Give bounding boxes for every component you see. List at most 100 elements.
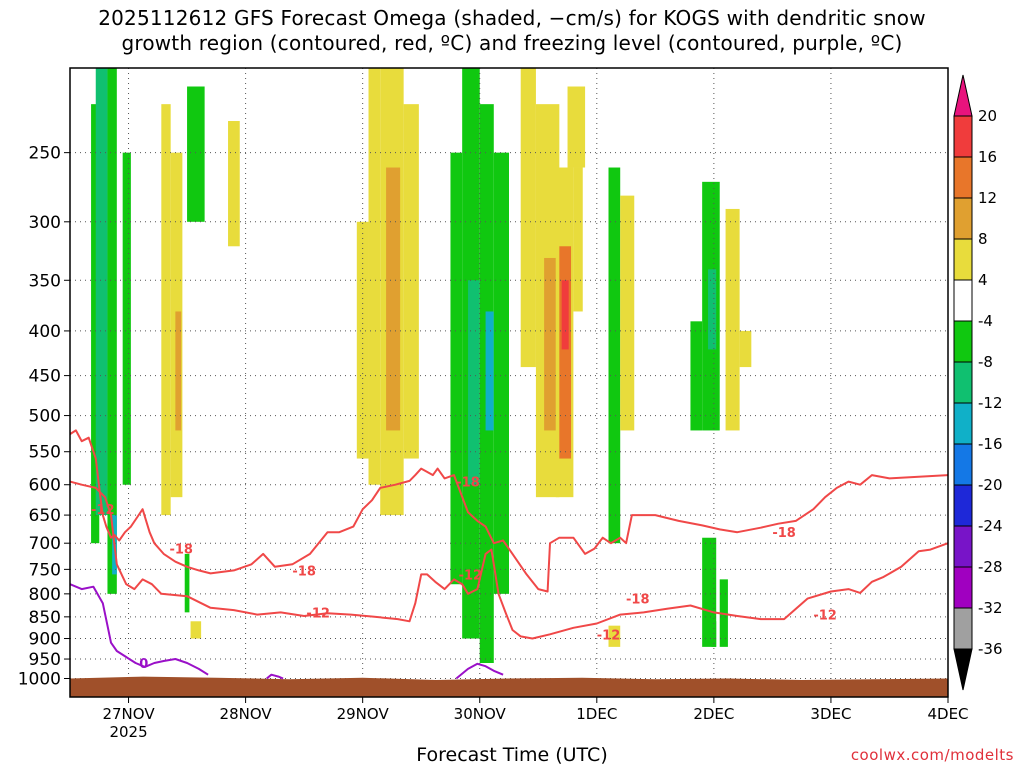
freezing-contour [70, 583, 209, 676]
omega-region [608, 625, 621, 647]
y-tick-label: 750 [29, 560, 61, 580]
colorbar-swatch [953, 402, 973, 445]
omega-region [567, 86, 586, 168]
x-tick-label: 1DEC [576, 705, 617, 723]
y-tick-label: 950 [29, 650, 61, 670]
x-tick-label: 28NOV [220, 705, 273, 723]
omega-region [468, 280, 480, 485]
contour-label-minus12: -12 [813, 609, 837, 624]
omega-region [485, 311, 494, 431]
colorbar-swatch [953, 238, 973, 281]
plot-frame [69, 67, 949, 698]
colorbar-label: -8 [978, 353, 993, 371]
terrain-ground [70, 676, 948, 697]
contour-label-minus12: -12 [306, 606, 330, 621]
contour-label-minus18: -18 [169, 543, 193, 558]
colorbar-label: -36 [978, 640, 1003, 658]
x-axis-label: Forecast Time (UTC) [416, 744, 608, 766]
omega-region [184, 553, 190, 613]
colorbar-label: -24 [978, 517, 1003, 535]
contour-label-minus18: -18 [626, 593, 650, 608]
y-tick-label: 450 [29, 367, 61, 387]
contour-label-minus12: -12 [459, 568, 483, 583]
omega-region [544, 257, 556, 431]
y-tick-label: 850 [29, 608, 61, 628]
omega-region [520, 68, 536, 368]
omega-region [608, 167, 621, 544]
plot-layer: -12 -12 -12 -12 -12 -18 -18 -18 -18 -18 0 [70, 68, 948, 697]
colorbar-swatch [953, 197, 973, 240]
omega-region [190, 621, 202, 639]
omega-region [368, 68, 381, 485]
colorbar-swatch [953, 607, 973, 650]
dendritic-contour [70, 480, 948, 640]
chart-title: 2025112612 GFS Forecast Omega (shaded, −… [98, 6, 926, 55]
omega-region [228, 121, 240, 247]
x-tick-label: 27NOV [102, 705, 155, 723]
y-tick-label: 700 [29, 534, 61, 554]
x-tick-label: 30NOV [454, 705, 507, 723]
omega-region [711, 621, 717, 647]
x-tick-label: 4DEC [927, 705, 968, 723]
contour-label-freezing: 0 [139, 657, 148, 672]
contour-label-minus18: -18 [772, 526, 796, 541]
colorbar-bottom-arrow [953, 648, 973, 691]
x-tick-label: 3DEC [810, 705, 851, 723]
contour-label-minus12: -12 [597, 628, 621, 643]
omega-region [702, 537, 717, 647]
omega-region [107, 68, 117, 594]
contour-label-minus18: -18 [292, 564, 316, 579]
colorbar-swatch [953, 525, 973, 568]
contour-label-minus12: -12 [91, 503, 115, 518]
colorbar-swatch [953, 115, 973, 158]
y-tick-label: 600 [29, 476, 61, 496]
omega-region [91, 104, 100, 544]
omega-region [161, 104, 171, 516]
colorbar-swatch [953, 156, 973, 199]
colorbar-swatch [953, 484, 973, 527]
colorbar-label: 16 [978, 148, 997, 166]
y-tick-label: 800 [29, 585, 61, 605]
omega-region [739, 330, 752, 368]
y-tick-label: 400 [29, 322, 61, 342]
colorbar-label: 20 [978, 107, 997, 125]
omega-region [386, 167, 401, 431]
colorbar-swatch [953, 320, 973, 363]
omega-region [708, 269, 717, 350]
y-tick-label: 350 [29, 271, 61, 291]
colorbar-label: -20 [978, 476, 1003, 494]
colorbar-swatch [953, 566, 973, 609]
colorbar-swatch [953, 361, 973, 404]
omega-region [403, 104, 419, 459]
colorbar-label: 8 [978, 230, 988, 248]
y-tick-label: 650 [29, 506, 61, 526]
omega-region [450, 152, 463, 585]
colorbar-top-arrow [953, 74, 973, 117]
y-tick-label: 300 [29, 213, 61, 233]
x-tick-label: 2DEC [693, 705, 734, 723]
y-tick-label: 250 [29, 144, 61, 164]
omega-region [573, 167, 583, 312]
omega-region [187, 86, 205, 222]
colorbar-label: -16 [978, 435, 1003, 453]
colorbar-label: -12 [978, 394, 1003, 412]
omega-region [725, 208, 740, 431]
colorbar-swatch [953, 443, 973, 486]
freezing-contour [455, 662, 504, 680]
freezing-contour [266, 673, 284, 680]
colorbar-label: 12 [978, 189, 997, 207]
omega-region [559, 246, 572, 459]
colorbar-swatch [953, 279, 973, 322]
omega-region [175, 311, 182, 431]
colorbar-label: 4 [978, 271, 988, 289]
omega-region [95, 68, 108, 516]
omega-region [561, 280, 569, 350]
source-credit: coolwx.com/modelts [850, 746, 1014, 764]
x-tick-label: 29NOV [337, 705, 390, 723]
y-tick-label: 550 [29, 443, 61, 463]
omega-region [493, 152, 509, 594]
contour-label-minus18: -18 [456, 476, 480, 491]
dendritic-contour [70, 429, 948, 593]
omega-region [690, 321, 703, 431]
omega-region [122, 152, 131, 485]
